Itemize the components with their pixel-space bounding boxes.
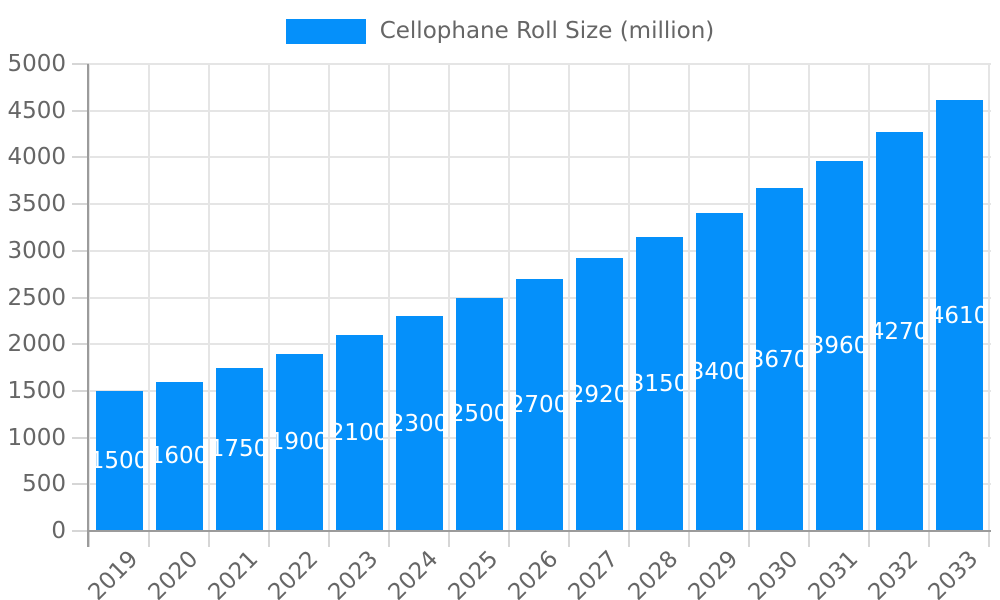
x-gridline	[448, 64, 450, 531]
x-gridline	[808, 64, 810, 531]
bar[interactable]: 1500	[95, 390, 143, 531]
y-tick	[72, 156, 89, 159]
x-tick-label: 2019	[83, 546, 144, 600]
x-tick	[568, 531, 570, 547]
bar[interactable]: 2920	[575, 258, 623, 531]
x-tick	[208, 531, 210, 547]
bar-value-label: 3400	[695, 359, 743, 386]
x-tick	[268, 531, 270, 547]
y-gridline	[89, 109, 991, 112]
y-tick-label: 0	[51, 518, 66, 544]
x-tick	[328, 531, 330, 547]
bar[interactable]: 3670	[755, 188, 803, 531]
y-gridline	[89, 203, 991, 206]
y-tick	[72, 109, 89, 112]
x-gridline	[88, 64, 90, 531]
x-gridline	[388, 64, 390, 531]
legend-label: Cellophane Roll Size (million)	[379, 18, 715, 44]
x-gridline	[988, 64, 990, 531]
bar[interactable]: 2700	[515, 278, 563, 531]
y-tick	[72, 203, 89, 206]
y-tick-label: 4000	[7, 144, 66, 171]
bar[interactable]: 3960	[815, 161, 863, 531]
y-tick-label: 2000	[7, 331, 66, 358]
y-tick-label: 1500	[7, 377, 66, 404]
x-gridline	[628, 64, 630, 531]
y-tick-label: 4500	[7, 97, 66, 124]
x-tick	[688, 531, 690, 547]
x-tick	[148, 531, 150, 547]
bar-value-label: 1500	[95, 447, 143, 474]
bar[interactable]: 4270	[875, 132, 923, 531]
x-tick	[88, 531, 90, 547]
legend-swatch	[285, 18, 366, 44]
y-tick	[72, 343, 89, 346]
x-gridline	[208, 64, 210, 531]
x-axis-line	[87, 530, 991, 532]
y-tick	[72, 483, 89, 486]
bar-value-label: 3960	[815, 333, 863, 360]
bar-value-label: 2100	[335, 419, 383, 446]
y-tick	[72, 63, 89, 65]
bar-value-label: 2500	[455, 401, 503, 428]
bar-value-label: 2700	[515, 391, 563, 418]
x-gridline	[868, 64, 870, 531]
y-tick	[72, 436, 89, 439]
bar[interactable]: 1750	[215, 367, 263, 531]
legend: Cellophane Roll Size (million)	[0, 18, 1000, 44]
y-tick	[72, 296, 89, 299]
x-gridline	[688, 64, 690, 531]
x-tick	[628, 531, 630, 547]
x-gridline	[508, 64, 510, 531]
y-tick-label: 500	[22, 471, 66, 498]
bar-value-label: 3670	[755, 346, 803, 373]
bar-value-label: 3150	[635, 370, 683, 397]
bar[interactable]: 4610	[935, 100, 983, 531]
x-gridline	[928, 64, 930, 531]
x-tick	[748, 531, 750, 547]
bar[interactable]: 2500	[455, 297, 503, 531]
y-gridline	[89, 249, 991, 252]
y-tick	[72, 530, 89, 532]
y-tick-label: 1000	[7, 424, 66, 451]
x-tick	[448, 531, 450, 547]
x-gridline	[568, 64, 570, 531]
y-tick	[72, 389, 89, 392]
bar-value-label: 1750	[215, 436, 263, 463]
x-tick	[988, 531, 990, 547]
bar[interactable]: 3150	[635, 236, 683, 531]
bar[interactable]: 3400	[695, 213, 743, 531]
bar[interactable]: 2300	[395, 316, 443, 531]
legend-item[interactable]: Cellophane Roll Size (million)	[285, 18, 715, 44]
bar-value-label: 2920	[575, 381, 623, 408]
y-tick-label: 3500	[7, 191, 66, 218]
y-gridline	[89, 63, 991, 65]
bar-value-label: 2300	[395, 410, 443, 437]
bar-value-label: 4610	[935, 302, 983, 329]
x-gridline	[268, 64, 270, 531]
y-tick-label: 5000	[7, 51, 66, 77]
x-gridline	[748, 64, 750, 531]
x-tick	[868, 531, 870, 547]
x-tick	[508, 531, 510, 547]
bar-value-label: 1900	[275, 429, 323, 456]
bar[interactable]: 1900	[275, 353, 323, 531]
y-tick-label: 2500	[7, 284, 66, 311]
x-tick	[928, 531, 930, 547]
y-tick	[72, 249, 89, 252]
x-gridline	[148, 64, 150, 531]
bar[interactable]: 2100	[335, 334, 383, 531]
x-tick	[808, 531, 810, 547]
bar-value-label: 1600	[155, 443, 203, 470]
y-tick-label: 3000	[7, 237, 66, 264]
bar[interactable]: 1600	[155, 381, 203, 531]
bar-value-label: 4270	[875, 318, 923, 345]
x-tick	[388, 531, 390, 547]
y-gridline	[89, 156, 991, 159]
x-gridline	[328, 64, 330, 531]
y-axis-line	[87, 64, 89, 547]
